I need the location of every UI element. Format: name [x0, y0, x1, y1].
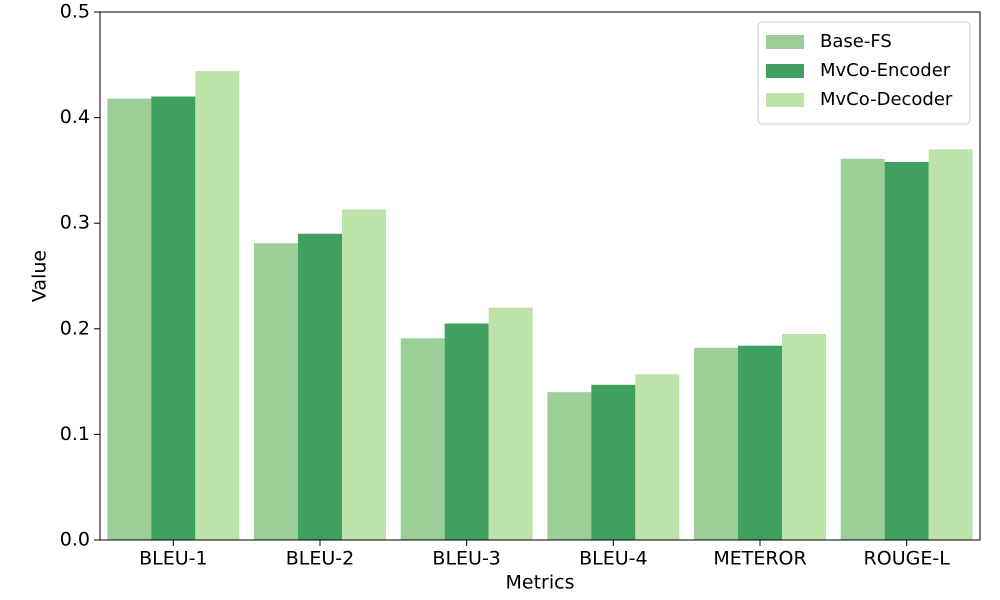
legend-swatch — [766, 35, 804, 49]
y-tick-label: 0.0 — [60, 529, 90, 551]
y-axis-label: Value — [29, 250, 51, 302]
bar — [151, 96, 196, 540]
plot-frame — [99, 11, 981, 541]
bar — [444, 323, 489, 540]
bar — [547, 392, 592, 540]
legend-text: MvCo-Encoder — [820, 60, 951, 81]
legend-box — [757, 21, 971, 125]
y-tick-label: 0.1 — [60, 423, 90, 445]
x-tick-label: ROUGE-L — [864, 548, 951, 570]
bar — [782, 334, 826, 540]
bar — [342, 209, 386, 541]
bar — [298, 233, 342, 540]
bar — [400, 338, 445, 540]
bar — [107, 98, 152, 540]
bar — [254, 243, 298, 541]
legend-swatch — [766, 93, 804, 107]
y-tick-label: 0.4 — [60, 106, 90, 128]
x-tick-label: BLEU-2 — [286, 548, 354, 570]
y-tick-label: 0.5 — [60, 1, 90, 23]
bar — [928, 149, 973, 540]
bar — [635, 374, 680, 540]
y-tick-label: 0.3 — [60, 212, 90, 234]
bar — [488, 307, 533, 540]
bar — [591, 384, 636, 540]
bar — [195, 71, 240, 541]
x-tick-label: BLEU-1 — [139, 548, 207, 570]
x-tick-label: BLEU-3 — [432, 548, 500, 570]
legend-text: Base-FS — [820, 31, 892, 52]
x-tick-label: BLEU-4 — [579, 548, 647, 570]
bar — [738, 345, 782, 540]
legend-swatch — [766, 64, 804, 78]
legend-text: MvCo-Decoder — [820, 89, 953, 110]
x-tick-label: METEROR — [713, 548, 806, 570]
bar — [694, 347, 738, 540]
x-axis-label: Metrics — [506, 572, 575, 594]
y-tick-label: 0.2 — [60, 317, 90, 339]
bar — [884, 161, 929, 540]
bar — [840, 158, 885, 540]
